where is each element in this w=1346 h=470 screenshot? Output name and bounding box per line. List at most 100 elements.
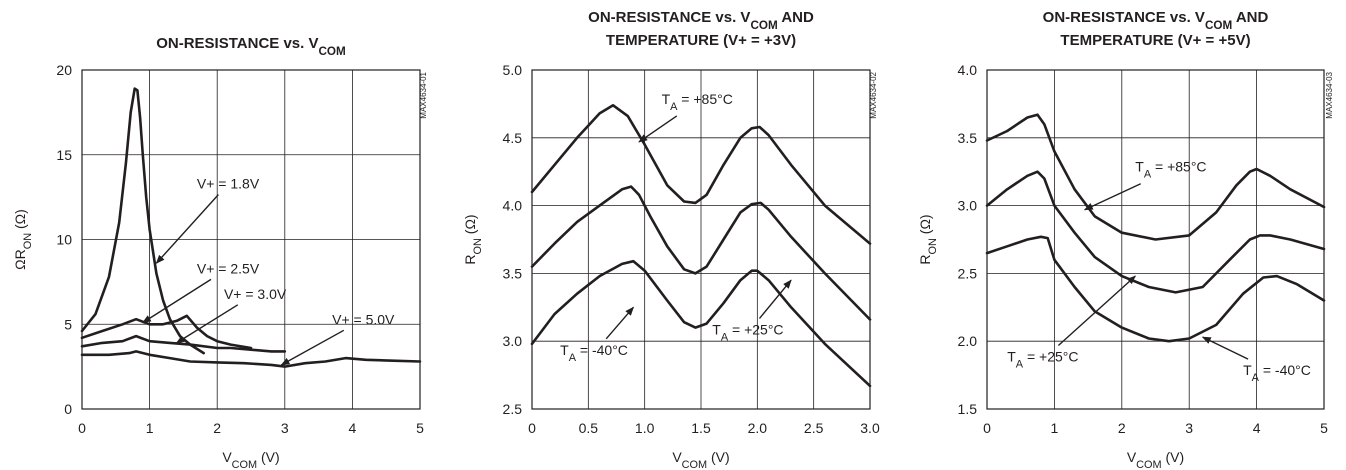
annotation-label-part: V+ = 1.8V xyxy=(197,176,260,192)
x-tick-label: 2.5 xyxy=(804,420,824,436)
x-axis-label-part: V xyxy=(672,449,682,465)
x-tick-label: 2.0 xyxy=(748,420,768,436)
y-tick-label: 3.5 xyxy=(958,130,978,146)
x-tick-label: 0.5 xyxy=(579,420,599,436)
chart-title: ON-RESISTANCE vs. VCOM xyxy=(156,35,346,58)
annotation-arrow xyxy=(1201,336,1249,360)
x-tick-label: 5 xyxy=(416,420,424,436)
y-tick-label: 4.5 xyxy=(503,130,523,146)
x-tick-label: 5 xyxy=(1320,420,1328,436)
chart-title-part: COM xyxy=(1205,19,1232,32)
x-axis-label-part: COM xyxy=(1136,459,1161,470)
x-tick-label: 0 xyxy=(983,420,991,436)
annotation-label-part: T xyxy=(1243,362,1252,378)
annotation-label: TA = -40°C xyxy=(560,342,628,364)
chart-title-part: TEMPERATURE (V+ = +5V) xyxy=(1060,32,1250,49)
annotation-label-part: = +25°C xyxy=(1023,349,1078,365)
series-line-3 xyxy=(530,259,872,388)
y-tick-label: 2.0 xyxy=(958,333,978,349)
series-line-2 xyxy=(530,185,872,321)
y-axis-label: ΩRON (Ω) xyxy=(12,209,34,270)
y-axis-label-part: (Ω) xyxy=(917,214,933,238)
chart-title-part: COM xyxy=(318,45,345,58)
x-axis-label: VCOM (V) xyxy=(672,449,729,470)
x-tick-label: 3 xyxy=(281,420,289,436)
chart-title-part: TEMPERATURE (V+ = +3V) xyxy=(606,32,796,49)
annotation-arrow xyxy=(758,279,792,319)
y-tick-label: 20 xyxy=(56,62,72,78)
chart-title-part: AND xyxy=(1232,9,1268,26)
x-axis-label-part: (V) xyxy=(1162,449,1185,465)
annotation-label-part: T xyxy=(712,321,721,337)
annotation-label-part: = +85°C xyxy=(677,91,732,107)
part-number-label: MAX4634-01 xyxy=(419,71,428,118)
x-tick-label: 1.5 xyxy=(691,420,711,436)
x-tick-label: 4 xyxy=(349,420,357,436)
y-tick-label: 1.5 xyxy=(958,401,978,417)
annotation-label-part: A xyxy=(569,352,577,364)
x-axis-label-part: COM xyxy=(232,459,257,470)
x-axis-label-part: (V) xyxy=(707,449,730,465)
y-axis-label: RON (Ω) xyxy=(462,214,484,264)
annotation-label: TA = +25°C xyxy=(1007,349,1078,371)
annotation-label: V+ = 2.5V xyxy=(197,260,260,276)
annotation-label-part: V+ = 5.0V xyxy=(332,311,395,327)
annotation-label-part: A xyxy=(721,331,729,343)
annotation-label: TA = +85°C xyxy=(662,91,733,113)
y-tick-label: 10 xyxy=(56,232,72,248)
series-line-4 xyxy=(80,350,422,368)
y-tick-label: 15 xyxy=(56,147,72,163)
chart-title: TEMPERATURE (V+ = +5V) xyxy=(1060,32,1250,49)
annotation-label-part: A xyxy=(670,101,678,113)
y-tick-label: 4.0 xyxy=(958,62,978,78)
annotation-label: V+ = 5.0V xyxy=(332,311,395,327)
y-tick-label: 5.0 xyxy=(503,62,523,78)
annotation-arrow xyxy=(155,194,219,264)
x-tick-label: 2 xyxy=(1118,420,1126,436)
x-tick-label: 0 xyxy=(528,420,536,436)
x-axis-label-part: COM xyxy=(682,459,707,470)
x-tick-label: 4 xyxy=(1253,420,1261,436)
part-number-label: MAX4634-03 xyxy=(1325,71,1334,118)
y-tick-label: 4.0 xyxy=(503,198,523,214)
annotation-label-part: V+ = 3.0V xyxy=(224,286,287,302)
y-tick-label: 2.5 xyxy=(958,265,978,281)
annotation-label: TA = -40°C xyxy=(1243,362,1311,384)
series-line-1 xyxy=(530,104,872,245)
x-tick-label: 1 xyxy=(146,420,154,436)
part-number-label: MAX4634-02 xyxy=(869,71,878,118)
y-tick-label: 3.0 xyxy=(503,333,523,349)
annotation-label-part: = +85°C xyxy=(1151,159,1206,175)
x-tick-label: 2 xyxy=(213,420,221,436)
x-tick-label: 1.0 xyxy=(635,420,655,436)
annotation-arrow xyxy=(175,304,239,344)
x-tick-label: 3 xyxy=(1185,420,1193,436)
annotation-label-part: A xyxy=(1016,359,1024,371)
y-axis-label-part: (Ω) xyxy=(462,214,478,238)
annotation-label-part: T xyxy=(662,91,671,107)
y-axis-label-part: R xyxy=(462,254,478,264)
annotation-label-part: = +25°C xyxy=(728,321,783,337)
annotation-label: TA = +25°C xyxy=(712,321,783,343)
annotation-label-part: V+ = 2.5V xyxy=(197,260,260,276)
chart-title-part: AND xyxy=(778,9,814,26)
chart-title-part: COM xyxy=(750,19,777,32)
y-axis-label-part: (Ω) xyxy=(12,209,28,233)
annotation-label: V+ = 3.0V xyxy=(224,286,287,302)
y-tick-label: 2.5 xyxy=(503,401,523,417)
annotation-label: V+ = 1.8V xyxy=(197,176,260,192)
annotation-arrow xyxy=(605,306,634,340)
chart-title: TEMPERATURE (V+ = +3V) xyxy=(606,32,796,49)
series-line-1 xyxy=(985,113,1326,241)
chart-title: ON-RESISTANCE vs. VCOM AND xyxy=(588,9,814,32)
y-tick-label: 5 xyxy=(64,316,72,332)
x-tick-label: 0 xyxy=(78,420,86,436)
annotation-label-part: A xyxy=(1252,372,1260,384)
chart-title-part: ON-RESISTANCE vs. V xyxy=(588,9,750,26)
chart-title: ON-RESISTANCE vs. VCOM AND xyxy=(1043,9,1269,32)
y-axis-label-part: ON xyxy=(927,238,939,254)
annotation-label-part: A xyxy=(1144,169,1152,181)
